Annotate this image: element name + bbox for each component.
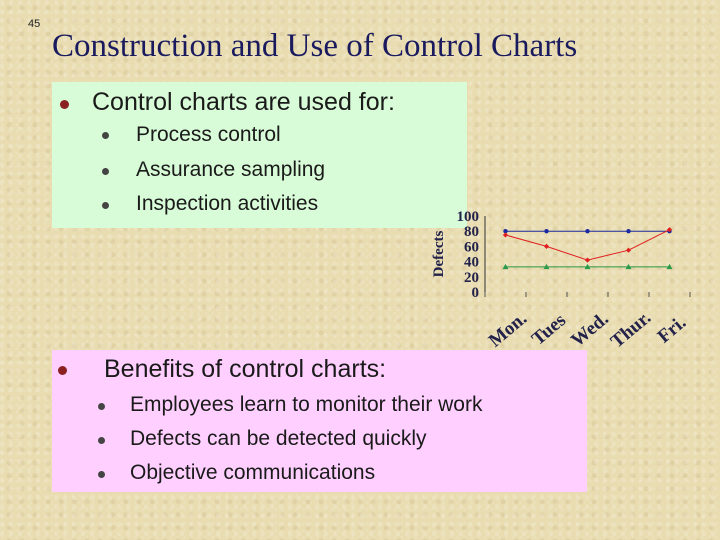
uses-heading: Control charts are used for: [92,88,395,116]
uses-item-inspection-activities: Inspection activities [136,192,319,215]
x-tick-label: Fri. [654,312,691,347]
data-point [543,263,550,270]
bullet-icon [102,168,109,175]
x-tick-label: Mon. [485,308,531,350]
bullet-icon [58,366,67,375]
bullet-icon [98,471,105,478]
data-point [666,227,673,233]
bullet-icon [102,132,109,139]
data-point [625,263,632,270]
bullet-icon [60,100,69,109]
data-point [503,229,508,234]
data-point [543,243,550,249]
slide-title: Construction and Use of Control Charts [52,28,578,64]
y-tick-label: 40 [464,255,479,271]
x-tick-label: Wed. [567,308,612,350]
bullet-icon [102,202,109,209]
uses-box: Control charts are used for: Process con… [52,82,467,228]
data-point [666,263,673,270]
y-tick-label: 100 [457,209,480,225]
uses-item-process-control: Process control [136,123,281,146]
benefits-box: Benefits of control charts: Employees le… [52,350,587,492]
data-point [584,257,591,263]
benefits-item-monitor-work: Employees learn to monitor their work [130,393,483,416]
slide-number: 45 [28,18,41,30]
x-tick-label: Thur. [607,307,655,350]
series-line [505,229,670,261]
benefits-heading: Benefits of control charts: [104,355,387,383]
y-tick-label: 0 [472,285,480,301]
series-1 [502,227,673,263]
bullet-icon [98,403,105,410]
benefits-item-detect-defects: Defects can be detected quickly [130,427,427,450]
data-point [584,263,591,270]
data-point [625,247,632,253]
data-point [585,229,590,234]
bullet-icon [98,437,105,444]
series-2 [502,263,673,270]
y-tick-label: 80 [464,224,479,240]
series-0 [503,229,672,234]
data-point [544,229,549,234]
x-tick-label: Tues [528,310,570,350]
y-tick-label: 20 [464,270,479,286]
uses-item-assurance-sampling: Assurance sampling [136,158,326,181]
chart-series [502,227,673,270]
y-axis-label: Defects [431,231,447,278]
y-tick-label: 60 [464,239,479,255]
data-point [502,232,509,238]
data-point [502,263,509,270]
benefits-item-objective-comms: Objective communications [130,461,376,484]
data-point [626,229,631,234]
